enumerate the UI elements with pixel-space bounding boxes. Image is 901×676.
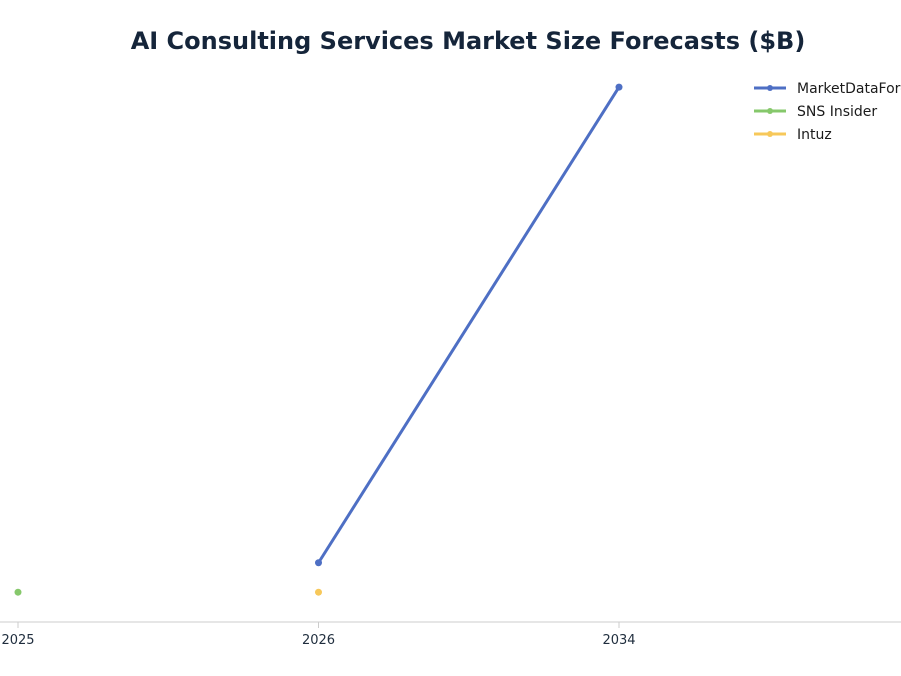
legend-swatch-marker: [767, 85, 773, 91]
x-tick-label: 2025: [1, 633, 34, 648]
legend-label: MarketDataForecast: [797, 81, 901, 97]
chart-title: AI Consulting Services Market Size Forec…: [131, 27, 806, 55]
x-tick-label: 2034: [602, 633, 635, 648]
legend-swatch-marker: [767, 131, 773, 137]
series-points: [14, 83, 623, 596]
legend: MarketDataForecast SNS Insider Intuz: [754, 81, 901, 143]
x-axis-ticks: 2025 2026 2034: [1, 622, 636, 648]
data-point: [615, 83, 623, 91]
data-point: [315, 559, 322, 567]
data-point: [315, 588, 322, 596]
legend-label: Intuz: [797, 127, 832, 143]
legend-swatch-marker: [767, 108, 773, 114]
x-tick-label: 2026: [302, 633, 335, 648]
series-lines: [317, 86, 621, 564]
data-point: [14, 588, 22, 596]
series-line: [317, 86, 621, 564]
legend-label: SNS Insider: [797, 104, 877, 120]
